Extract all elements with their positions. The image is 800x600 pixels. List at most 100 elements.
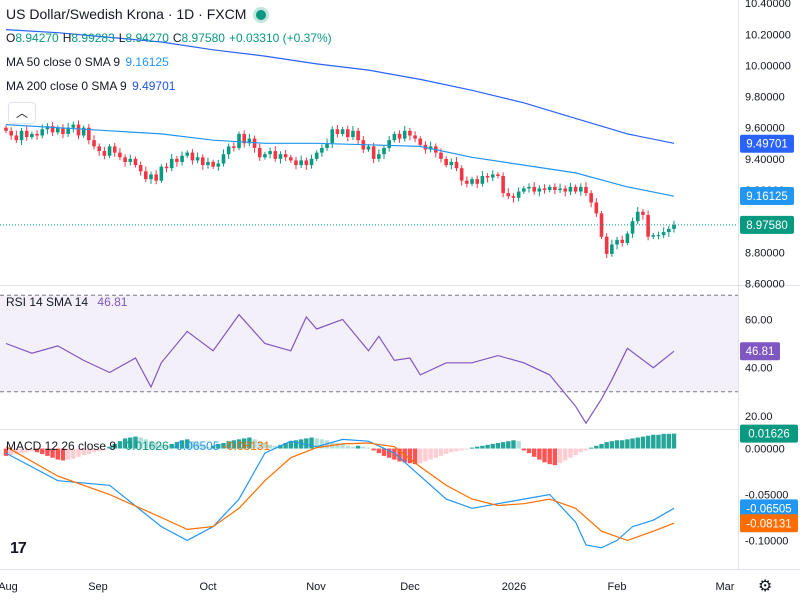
macd-histogram-bar <box>50 448 55 458</box>
macd-histogram-bar <box>661 433 666 449</box>
macd-axis-label-bg <box>740 424 798 443</box>
macd-axis-label-bg <box>740 499 798 518</box>
ohlc-key-1: H <box>62 31 72 45</box>
candle-body <box>573 186 578 192</box>
ohlc-value-2: 8.94270 <box>125 31 169 45</box>
macd-legend[interactable]: MACD 12 26 close 9 0.01626 -0.06505 -0.0… <box>6 439 270 453</box>
candle-body <box>92 140 96 147</box>
macd-histogram-bar <box>293 440 299 449</box>
candle-body <box>418 138 423 145</box>
candle-body <box>50 126 55 133</box>
price-axis-label: 9.49701 <box>746 139 788 151</box>
macd-histogram-bar <box>397 448 402 462</box>
ma200-legend[interactable]: MA 200 close 0 SMA 9 9.49701 <box>6 79 177 93</box>
price-tick-label: 10.00000 <box>745 60 791 72</box>
candle-body <box>475 179 480 184</box>
symbol-title: US Dollar/Swedish Krona · 1D · FXCM <box>6 6 247 22</box>
macd-histogram-bar <box>159 444 164 449</box>
candle-body <box>112 146 117 153</box>
macd-histogram-bar <box>252 439 257 449</box>
chevron-up-icon: ︿ <box>15 106 28 120</box>
candle-body <box>107 146 112 156</box>
macd-histogram-bar <box>526 448 532 454</box>
macd-histogram-bar <box>428 448 433 460</box>
macd-histogram-bar <box>319 439 325 449</box>
macd-histogram-bar <box>185 439 190 449</box>
macd-histogram-bar <box>257 441 262 449</box>
macd-histogram-bar <box>495 443 501 449</box>
macd-histogram-bar <box>656 434 661 449</box>
macd-histogram-bar <box>117 441 123 449</box>
candle-body <box>154 174 158 181</box>
macd-histogram-bar <box>620 440 625 449</box>
candle-body <box>480 175 485 184</box>
candle-body <box>102 151 107 156</box>
ma50-legend[interactable]: MA 50 close 0 SMA 9 9.16125 <box>6 55 171 69</box>
macd-histogram-bar <box>449 448 454 453</box>
ma200-line <box>5 29 675 144</box>
macd-histogram-bar <box>216 443 221 449</box>
macd-histogram-bar <box>164 445 169 449</box>
candle-body <box>159 166 164 181</box>
macd-histogram-bar <box>112 443 117 449</box>
macd-histogram-bar <box>407 448 413 464</box>
rsi-band <box>0 295 738 392</box>
macd-histogram-bar <box>490 443 495 449</box>
candle-body <box>532 186 536 192</box>
candle-body <box>128 158 133 162</box>
macd-axis-label: -0.06505 <box>746 503 791 515</box>
macd-histogram-bar <box>91 448 97 453</box>
candle-body <box>45 126 50 130</box>
macd-histogram-bar <box>288 441 294 449</box>
collapse-legend-button[interactable]: ︿ <box>8 102 36 124</box>
candle-body <box>387 140 391 148</box>
candle-body <box>138 165 143 172</box>
macd-histogram-bar <box>262 443 268 449</box>
macd-hist-value: 0.01626 <box>125 439 169 453</box>
macd-tick-label: 0.00000 <box>745 444 785 456</box>
candle-body <box>30 133 34 138</box>
ohlc-value-3: 8.97580 <box>181 31 225 45</box>
macd-histogram-bar <box>361 446 366 449</box>
candle-body <box>615 239 619 245</box>
macd-line-value: -0.06505 <box>172 439 220 453</box>
candle-body <box>263 154 267 158</box>
macd-signal-value: -0.08131 <box>222 439 271 453</box>
macd-histogram-bar <box>29 448 35 452</box>
candle-body <box>211 161 215 167</box>
candle-body <box>651 235 656 237</box>
macd-histogram-bar <box>242 438 247 449</box>
rsi-axis-label: 46.81 <box>746 346 775 358</box>
candle-body <box>278 154 283 159</box>
macd-histogram-bar <box>190 441 195 449</box>
candle-body <box>268 151 272 155</box>
macd-histogram-bar <box>557 448 563 464</box>
gear-icon[interactable]: ⚙ <box>758 578 773 595</box>
macd-histogram-bar <box>128 437 133 449</box>
candle-body <box>459 168 464 181</box>
candle-body <box>501 175 505 194</box>
candle-body <box>522 188 526 192</box>
macd-histogram-bar <box>133 436 138 449</box>
macd-histogram-bar <box>412 448 418 465</box>
candle-body <box>76 124 81 136</box>
macd-axis-label: 0.01626 <box>748 429 790 441</box>
macd-histogram-bar <box>153 443 159 449</box>
candle-body <box>309 158 314 166</box>
macd-histogram-bar <box>506 441 511 449</box>
candle-body <box>578 186 583 192</box>
macd-histogram-bar <box>283 443 288 449</box>
candle-body <box>584 186 588 194</box>
candle-body <box>470 179 474 184</box>
candle-body <box>490 174 495 178</box>
macd-histogram-bar <box>71 448 76 459</box>
price-tick-label: 9.60000 <box>745 123 785 135</box>
macd-histogram-bar <box>531 448 537 457</box>
tradingview-logo[interactable]: 17 <box>10 540 27 557</box>
macd-tick-label: -0.05000 <box>745 489 788 501</box>
candle-body <box>19 130 24 141</box>
macd-line <box>5 438 675 549</box>
macd-histogram-bar <box>578 448 583 453</box>
macd-histogram-bar <box>625 439 630 449</box>
rsi-legend[interactable]: RSI 14 SMA 14 46.81 <box>6 295 127 309</box>
